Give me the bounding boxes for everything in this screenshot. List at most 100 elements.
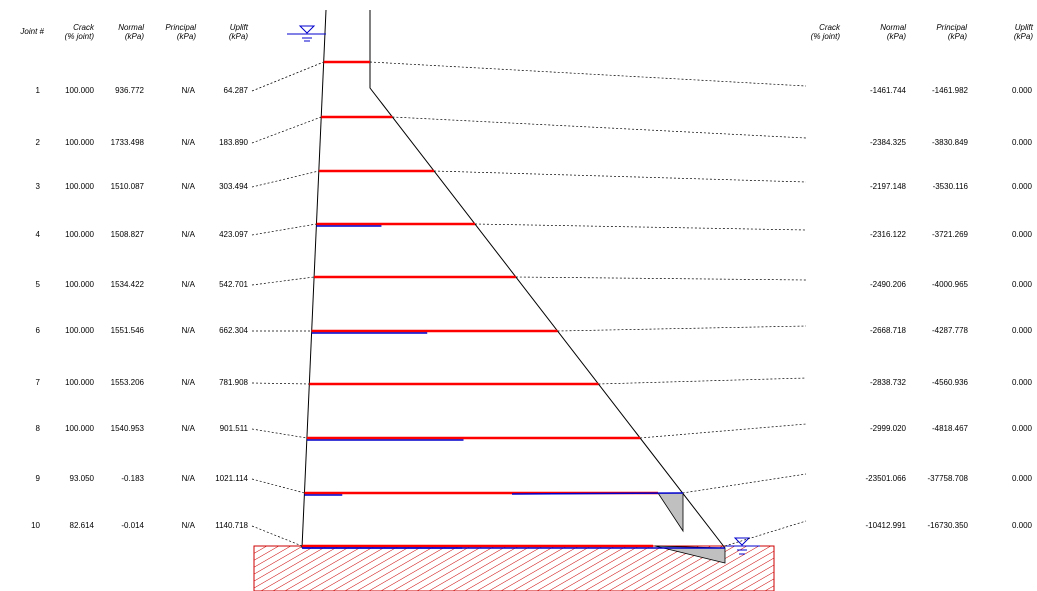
right-principal-stress: -4000.965 — [931, 280, 968, 289]
joint-number: 3 — [35, 182, 40, 191]
right-principal-stress: -3530.116 — [932, 182, 968, 191]
right-principal-stress: -3721.269 — [931, 230, 968, 239]
header-joint: Joint # — [20, 27, 44, 36]
principal-stress: N/A — [181, 424, 195, 433]
right-uplift-pressure: 0.000 — [1011, 182, 1032, 191]
header-normal: Normal (kPa) — [100, 23, 144, 41]
joint-number: 10 — [31, 521, 40, 530]
right-uplift-pressure: 0.000 — [1011, 280, 1032, 289]
joint-uplift-line — [511, 492, 684, 495]
header-crack: Crack (% joint) — [50, 23, 94, 41]
joint-number: 1 — [35, 86, 40, 95]
right-uplift-pressure: 0.000 — [1011, 86, 1032, 95]
headwater-level-icon — [287, 25, 326, 42]
normal-stress: 936.772 — [115, 86, 144, 95]
leader-line-right — [369, 61, 807, 87]
principal-stress: N/A — [181, 378, 195, 387]
right-uplift-pressure: 0.000 — [1011, 138, 1032, 147]
dam-downstream-face — [369, 10, 726, 549]
leader-line-left — [251, 223, 317, 236]
leader-line-right — [515, 276, 807, 281]
header-normal-title: Normal — [118, 23, 144, 32]
header-uplift-unit: (kPa) — [228, 32, 248, 41]
right-normal-stress: -2668.718 — [869, 326, 906, 335]
uplift-pressure: 1140.718 — [215, 521, 248, 530]
normal-stress: 1510.087 — [110, 182, 144, 191]
joint-number: 5 — [35, 280, 40, 289]
right-principal-stress: -37758.708 — [927, 474, 968, 483]
leader-line-right — [557, 325, 807, 332]
right-uplift-pressure: 0.000 — [1011, 474, 1032, 483]
crack-percent: 100.000 — [65, 230, 94, 239]
right-principal-stress: -3830.849 — [931, 138, 968, 147]
principal-stress: N/A — [181, 138, 195, 147]
uplift-pressure: 781.908 — [219, 378, 248, 387]
uplift-diagram-joint-10 — [654, 545, 726, 564]
right-normal-stress: -2490.206 — [869, 280, 906, 289]
uplift-pressure: 303.494 — [219, 182, 248, 191]
crack-percent: 100.000 — [65, 326, 94, 335]
crack-percent: 100.000 — [65, 138, 94, 147]
header-principal-title: Principal — [165, 23, 196, 32]
uplift-pressure: 183.890 — [219, 138, 248, 147]
principal-stress: N/A — [181, 230, 195, 239]
header-uplift: Uplift (kPa) — [210, 23, 248, 41]
right-normal-stress: -2999.020 — [869, 424, 906, 433]
crack-percent: 100.000 — [65, 280, 94, 289]
right-header-principal-title: Principal — [936, 23, 967, 32]
right-uplift-pressure: 0.000 — [1011, 326, 1032, 335]
right-header-normal: Normal (kPa) — [860, 23, 906, 41]
uplift-pressure: 901.511 — [219, 424, 248, 433]
tailwater-level-icon — [725, 537, 760, 555]
leader-line-left — [251, 61, 324, 92]
joint-number: 7 — [35, 378, 40, 387]
crack-percent: 100.000 — [65, 378, 94, 387]
header-principal: Principal (kPa) — [148, 23, 196, 41]
uplift-pressure: 423.097 — [219, 230, 248, 239]
crack-percent: 100.000 — [65, 182, 94, 191]
normal-stress: 1553.206 — [110, 378, 144, 387]
leader-line-right — [682, 473, 807, 494]
leader-line-left — [251, 478, 305, 494]
right-normal-stress: -2197.148 — [869, 182, 906, 191]
right-header-normal-title: Normal — [880, 23, 906, 32]
header-crack-title: Crack — [73, 23, 94, 32]
right-normal-stress: -2838.732 — [869, 378, 906, 387]
leader-line-left — [251, 170, 319, 188]
normal-stress: 1733.498 — [110, 138, 144, 147]
right-principal-stress: -1461.982 — [931, 86, 968, 95]
uplift-diagram-joint-9 — [657, 492, 684, 533]
dam-upstream-face — [301, 9, 327, 549]
principal-stress: N/A — [181, 86, 195, 95]
crack-percent: 93.050 — [69, 474, 94, 483]
right-normal-stress: -23501.066 — [865, 474, 906, 483]
principal-stress: N/A — [181, 474, 195, 483]
right-normal-stress: -2316.122 — [869, 230, 906, 239]
joint-number: 6 — [35, 326, 40, 335]
uplift-pressure: 64.287 — [223, 86, 248, 95]
header-principal-unit: (kPa) — [176, 32, 196, 41]
header-uplift-title: Uplift — [229, 23, 248, 32]
leader-line-right — [474, 223, 807, 231]
right-header-crack-unit: (% joint) — [810, 32, 840, 41]
normal-stress: -0.014 — [121, 521, 144, 530]
uplift-pressure: 542.701 — [219, 280, 248, 289]
crack-percent: 100.000 — [65, 86, 94, 95]
normal-stress: 1534.422 — [110, 280, 144, 289]
right-normal-stress: -1461.744 — [869, 86, 906, 95]
leader-line-right — [392, 116, 807, 139]
right-uplift-pressure: 0.000 — [1011, 230, 1032, 239]
right-principal-stress: -4287.778 — [931, 326, 968, 335]
right-header-principal: Principal (kPa) — [915, 23, 967, 41]
right-header-uplift: Uplift (kPa) — [995, 23, 1033, 41]
leader-line-right — [598, 377, 807, 385]
uplift-pressure: 662.304 — [219, 326, 248, 335]
right-header-principal-unit: (kPa) — [947, 32, 967, 41]
principal-stress: N/A — [181, 280, 195, 289]
normal-stress: 1508.827 — [110, 230, 144, 239]
right-uplift-pressure: 0.000 — [1011, 521, 1032, 530]
normal-stress: -0.183 — [121, 474, 144, 483]
right-principal-stress: -16730.350 — [927, 521, 968, 530]
normal-stress: 1551.546 — [110, 326, 144, 335]
uplift-pressure: 1021.114 — [215, 474, 248, 483]
